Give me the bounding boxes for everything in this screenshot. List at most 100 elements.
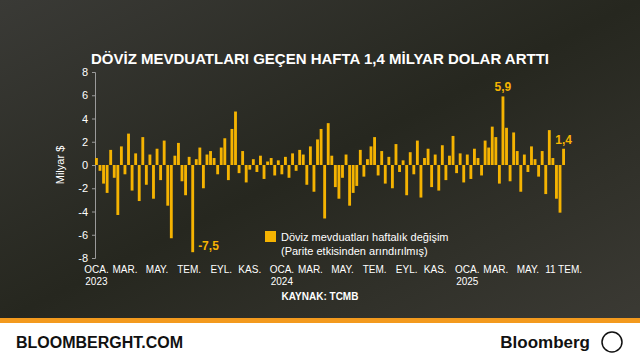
legend-label: Döviz mevduatları haftalık değişim xyxy=(281,231,449,243)
x-tick: KAS. xyxy=(238,258,261,275)
bar xyxy=(305,165,308,185)
data-label: 5,9 xyxy=(495,80,512,94)
bar xyxy=(373,137,376,165)
bar xyxy=(455,165,458,173)
bar xyxy=(487,148,490,165)
bar xyxy=(345,155,348,165)
y-tick: -6 xyxy=(78,229,95,241)
bar xyxy=(202,165,205,188)
legend: Döviz mevduatları haftalık değişim(Parit… xyxy=(265,231,449,257)
bar xyxy=(526,165,529,172)
x-tick: MAR. xyxy=(112,258,137,275)
bar xyxy=(302,155,305,165)
y-tick-mark xyxy=(92,258,95,259)
x-tick: OCA.2023 xyxy=(84,258,108,287)
bar xyxy=(420,165,423,198)
bar xyxy=(163,141,166,165)
y-tick-label: 6 xyxy=(82,89,88,101)
x-tick: EYL. xyxy=(210,258,232,275)
bar xyxy=(416,141,419,165)
bar xyxy=(551,158,554,165)
bar xyxy=(245,165,248,182)
bar xyxy=(430,165,433,187)
bar xyxy=(288,165,291,178)
data-label: -7,5 xyxy=(198,239,219,253)
bar xyxy=(398,165,401,172)
bar xyxy=(270,158,273,165)
bar xyxy=(141,137,144,165)
bar xyxy=(423,158,426,165)
y-tick: 4 xyxy=(82,113,95,125)
bar xyxy=(259,156,262,165)
bar xyxy=(380,151,383,165)
bar xyxy=(555,165,558,199)
bar xyxy=(113,165,116,178)
background xyxy=(0,0,640,322)
bar xyxy=(152,165,155,199)
bar xyxy=(366,159,369,165)
bar xyxy=(263,165,266,179)
bar xyxy=(395,144,398,165)
y-axis-title: Milyar $ xyxy=(54,146,66,185)
bar xyxy=(234,112,237,165)
bar xyxy=(480,165,483,175)
y-tick: 2 xyxy=(82,136,95,148)
bar xyxy=(248,165,251,170)
y-tick-label: -8 xyxy=(78,252,88,264)
x-tick: KAS. xyxy=(424,258,447,275)
bar xyxy=(437,165,440,191)
bar xyxy=(523,155,526,165)
bar xyxy=(412,165,415,174)
bar xyxy=(209,151,212,165)
bar xyxy=(181,165,184,181)
y-tick: -4 xyxy=(78,206,95,218)
bar xyxy=(409,152,412,165)
bar xyxy=(505,128,508,165)
bar xyxy=(127,134,130,165)
bar xyxy=(266,162,269,165)
bar xyxy=(362,165,365,177)
x-tick-label: MAR. xyxy=(298,264,323,275)
data-label: 1,4 xyxy=(555,133,572,147)
bar xyxy=(402,160,405,165)
x-tick-label: KAS. xyxy=(238,264,261,275)
y-tick-label: 8 xyxy=(82,66,88,78)
bar xyxy=(227,165,230,180)
x-tick-label: TEM. xyxy=(363,264,387,275)
x-tick-label: EYL. xyxy=(210,264,232,275)
y-tick-label: -2 xyxy=(78,182,88,194)
bar xyxy=(323,165,326,218)
bar xyxy=(441,145,444,165)
x-tick: MAY. xyxy=(146,258,168,275)
bar xyxy=(327,123,330,165)
x-tick: MAY. xyxy=(331,258,353,275)
x-tick-label: MAY. xyxy=(517,264,539,275)
x-axis: OCA.2023MAR.MAY.TEM.EYL.KAS.OCA.2024MAR.… xyxy=(84,258,582,287)
bar xyxy=(109,150,112,165)
bar xyxy=(512,132,515,165)
bar xyxy=(477,158,480,165)
y-tick-mark xyxy=(92,235,95,236)
y-tick-mark xyxy=(92,212,95,213)
bar xyxy=(313,165,316,192)
x-tick-label: EYL. xyxy=(396,264,418,275)
footer-site: BLOOMBERGHT.COM xyxy=(16,334,183,351)
x-tick: TEM. xyxy=(177,258,201,275)
bar xyxy=(184,165,187,195)
y-tick-mark xyxy=(92,142,95,143)
x-tick-label: MAR. xyxy=(112,264,137,275)
x-tick: EYL. xyxy=(396,258,418,275)
bar xyxy=(273,165,276,175)
bar xyxy=(145,165,148,185)
bar xyxy=(102,165,105,184)
y-tick-mark xyxy=(92,188,95,189)
bar xyxy=(387,157,390,165)
bar xyxy=(220,148,223,165)
bar xyxy=(330,156,333,165)
bar xyxy=(519,165,522,192)
bar xyxy=(405,165,408,195)
x-tick: MAR. xyxy=(298,258,323,275)
bar xyxy=(280,165,283,174)
bar xyxy=(516,151,519,165)
bar xyxy=(277,160,280,165)
